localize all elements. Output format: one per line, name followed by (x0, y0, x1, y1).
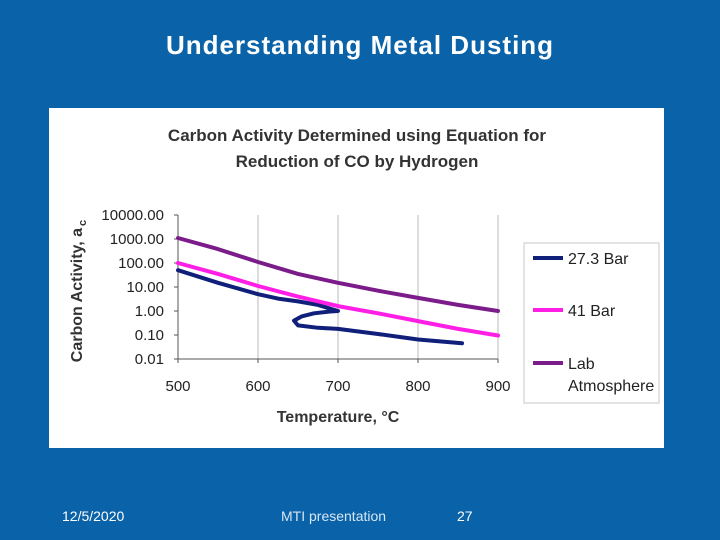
y-tick-label: 100.00 (118, 255, 164, 272)
x-axis-label: Temperature, °C (277, 409, 400, 426)
chart-title-line: Carbon Activity Determined using Equatio… (168, 126, 547, 145)
series-line-2 (176, 261, 500, 338)
legend-label-3: Atmosphere (568, 378, 654, 395)
legend-label-3: Lab (568, 356, 595, 373)
x-tick-label: 900 (485, 378, 510, 395)
legend-label-1: 27.3 Bar (568, 251, 629, 268)
legend-box (523, 242, 660, 404)
x-tick-label: 800 (405, 378, 430, 395)
footer-presenter: MTI presentation (281, 508, 387, 524)
y-axis-label: Carbon Activity, ac (69, 220, 89, 362)
chart-panel: Carbon Activity Determined using Equatio… (49, 108, 664, 448)
y-tick-label: 0.10 (135, 327, 164, 344)
series-line-1 (176, 268, 464, 346)
footer-page-number: 27 (457, 508, 473, 524)
y-tick-label: 10000.00 (101, 207, 164, 224)
y-tick-label: 0.01 (135, 351, 164, 368)
y-tick-label: 1.00 (135, 303, 164, 320)
y-tick-label: 10.00 (126, 279, 164, 296)
x-tick-label: 600 (245, 378, 270, 395)
chart-title-line: Reduction of CO by Hydrogen (236, 152, 479, 171)
y-tick-label: 1000.00 (110, 231, 164, 248)
legend-label-2: 41 Bar (568, 303, 616, 320)
carbon-activity-chart: Carbon Activity Determined using Equatio… (69, 126, 660, 426)
x-tick-label: 500 (165, 378, 190, 395)
slide-title: Understanding Metal Dusting (165, 30, 555, 60)
series-line-3 (176, 236, 500, 313)
x-tick-label: 700 (325, 378, 350, 395)
footer-date: 12/5/2020 (62, 508, 125, 524)
